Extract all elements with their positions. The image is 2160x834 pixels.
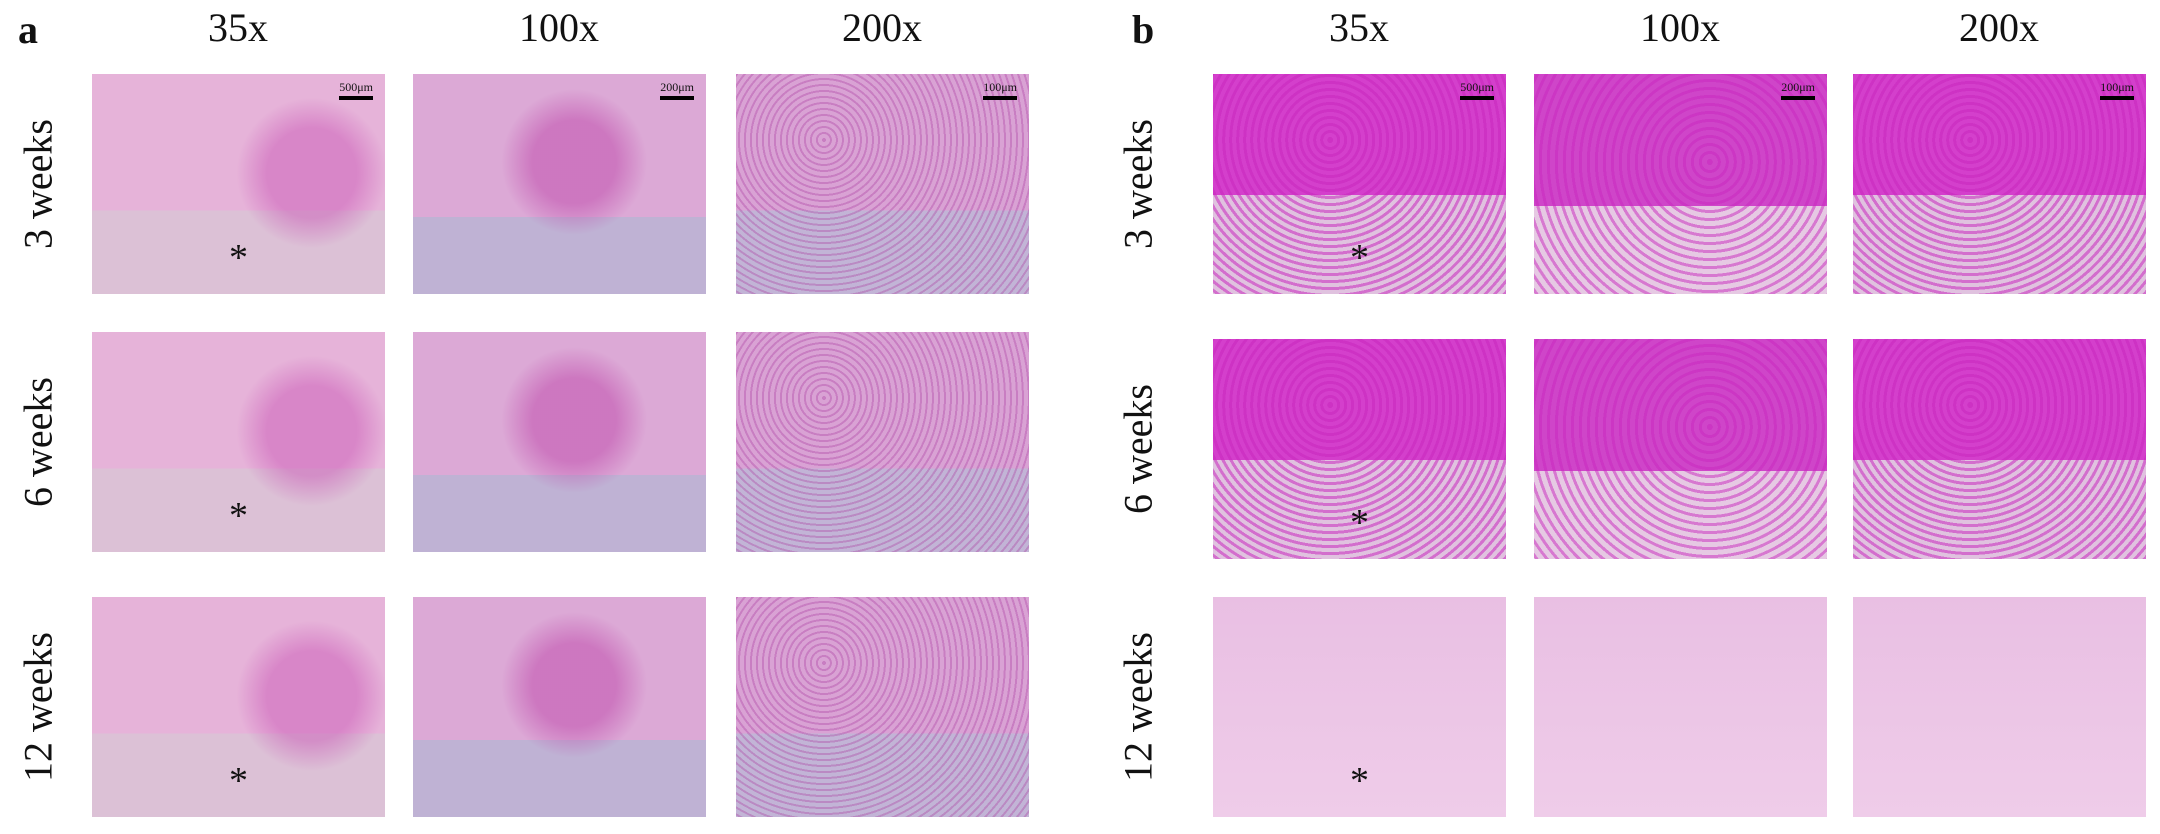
micrograph: 100μm xyxy=(1853,74,2146,294)
scale-bar-label: 500μm xyxy=(339,80,373,94)
scale-bar-label: 200μm xyxy=(1781,80,1815,94)
column-header: 35x xyxy=(208,5,268,50)
micrograph: 500μm * xyxy=(92,74,385,294)
implant-marker: * xyxy=(1350,760,1369,802)
scale-bar-label: 100μm xyxy=(2100,80,2134,94)
implant-marker: * xyxy=(229,760,248,802)
implant-marker: * xyxy=(1350,237,1369,279)
micrograph xyxy=(736,597,1029,817)
micrograph: 500μm * xyxy=(1213,74,1506,294)
column-header: 100x xyxy=(1640,5,1720,50)
scale-bar: 500μm xyxy=(339,80,373,100)
column-header: 100x xyxy=(519,5,599,50)
scale-bar-label: 500μm xyxy=(1460,80,1494,94)
scale-bar: 200μm xyxy=(660,80,694,100)
row-label: 12 weeks xyxy=(1115,632,1161,782)
micrograph: 100μm xyxy=(736,74,1029,294)
panel-label: b xyxy=(1132,7,1155,52)
column-header: 200x xyxy=(842,5,922,50)
row-label: 3 weeks xyxy=(15,119,61,249)
row-label: 12 weeks xyxy=(15,632,61,782)
scale-bar-line xyxy=(983,96,1017,100)
implant-marker: * xyxy=(229,495,248,537)
column-header: 200x xyxy=(1959,5,2039,50)
scale-bar: 100μm xyxy=(983,80,1017,100)
panel-label: a xyxy=(18,7,38,52)
scale-bar: 500μm xyxy=(1460,80,1494,100)
micrograph xyxy=(1534,339,1827,559)
micrograph xyxy=(413,597,706,817)
scale-bar: 200μm xyxy=(1781,80,1815,100)
micrograph: 200μm xyxy=(413,74,706,294)
micrograph: * xyxy=(92,332,385,552)
micrograph xyxy=(1853,597,2146,817)
scale-bar-line xyxy=(339,96,373,100)
scale-bar-label: 100μm xyxy=(983,80,1017,94)
implant-marker: * xyxy=(229,237,248,279)
scale-bar-line xyxy=(2100,96,2134,100)
micrograph: 200μm xyxy=(1534,74,1827,294)
scale-bar-line xyxy=(660,96,694,100)
scale-bar: 100μm xyxy=(2100,80,2134,100)
row-label: 6 weeks xyxy=(15,377,61,507)
micrograph xyxy=(1853,339,2146,559)
scale-bar-label: 200μm xyxy=(660,80,694,94)
micrograph xyxy=(413,332,706,552)
row-label: 6 weeks xyxy=(1115,384,1161,514)
micrograph xyxy=(1534,597,1827,817)
micrograph xyxy=(736,332,1029,552)
micrograph: * xyxy=(92,597,385,817)
micrograph: * xyxy=(1213,597,1506,817)
scale-bar-line xyxy=(1460,96,1494,100)
scale-bar-line xyxy=(1781,96,1815,100)
column-header: 35x xyxy=(1329,5,1389,50)
row-label: 3 weeks xyxy=(1115,119,1161,249)
implant-marker: * xyxy=(1350,502,1369,544)
micrograph: * xyxy=(1213,339,1506,559)
